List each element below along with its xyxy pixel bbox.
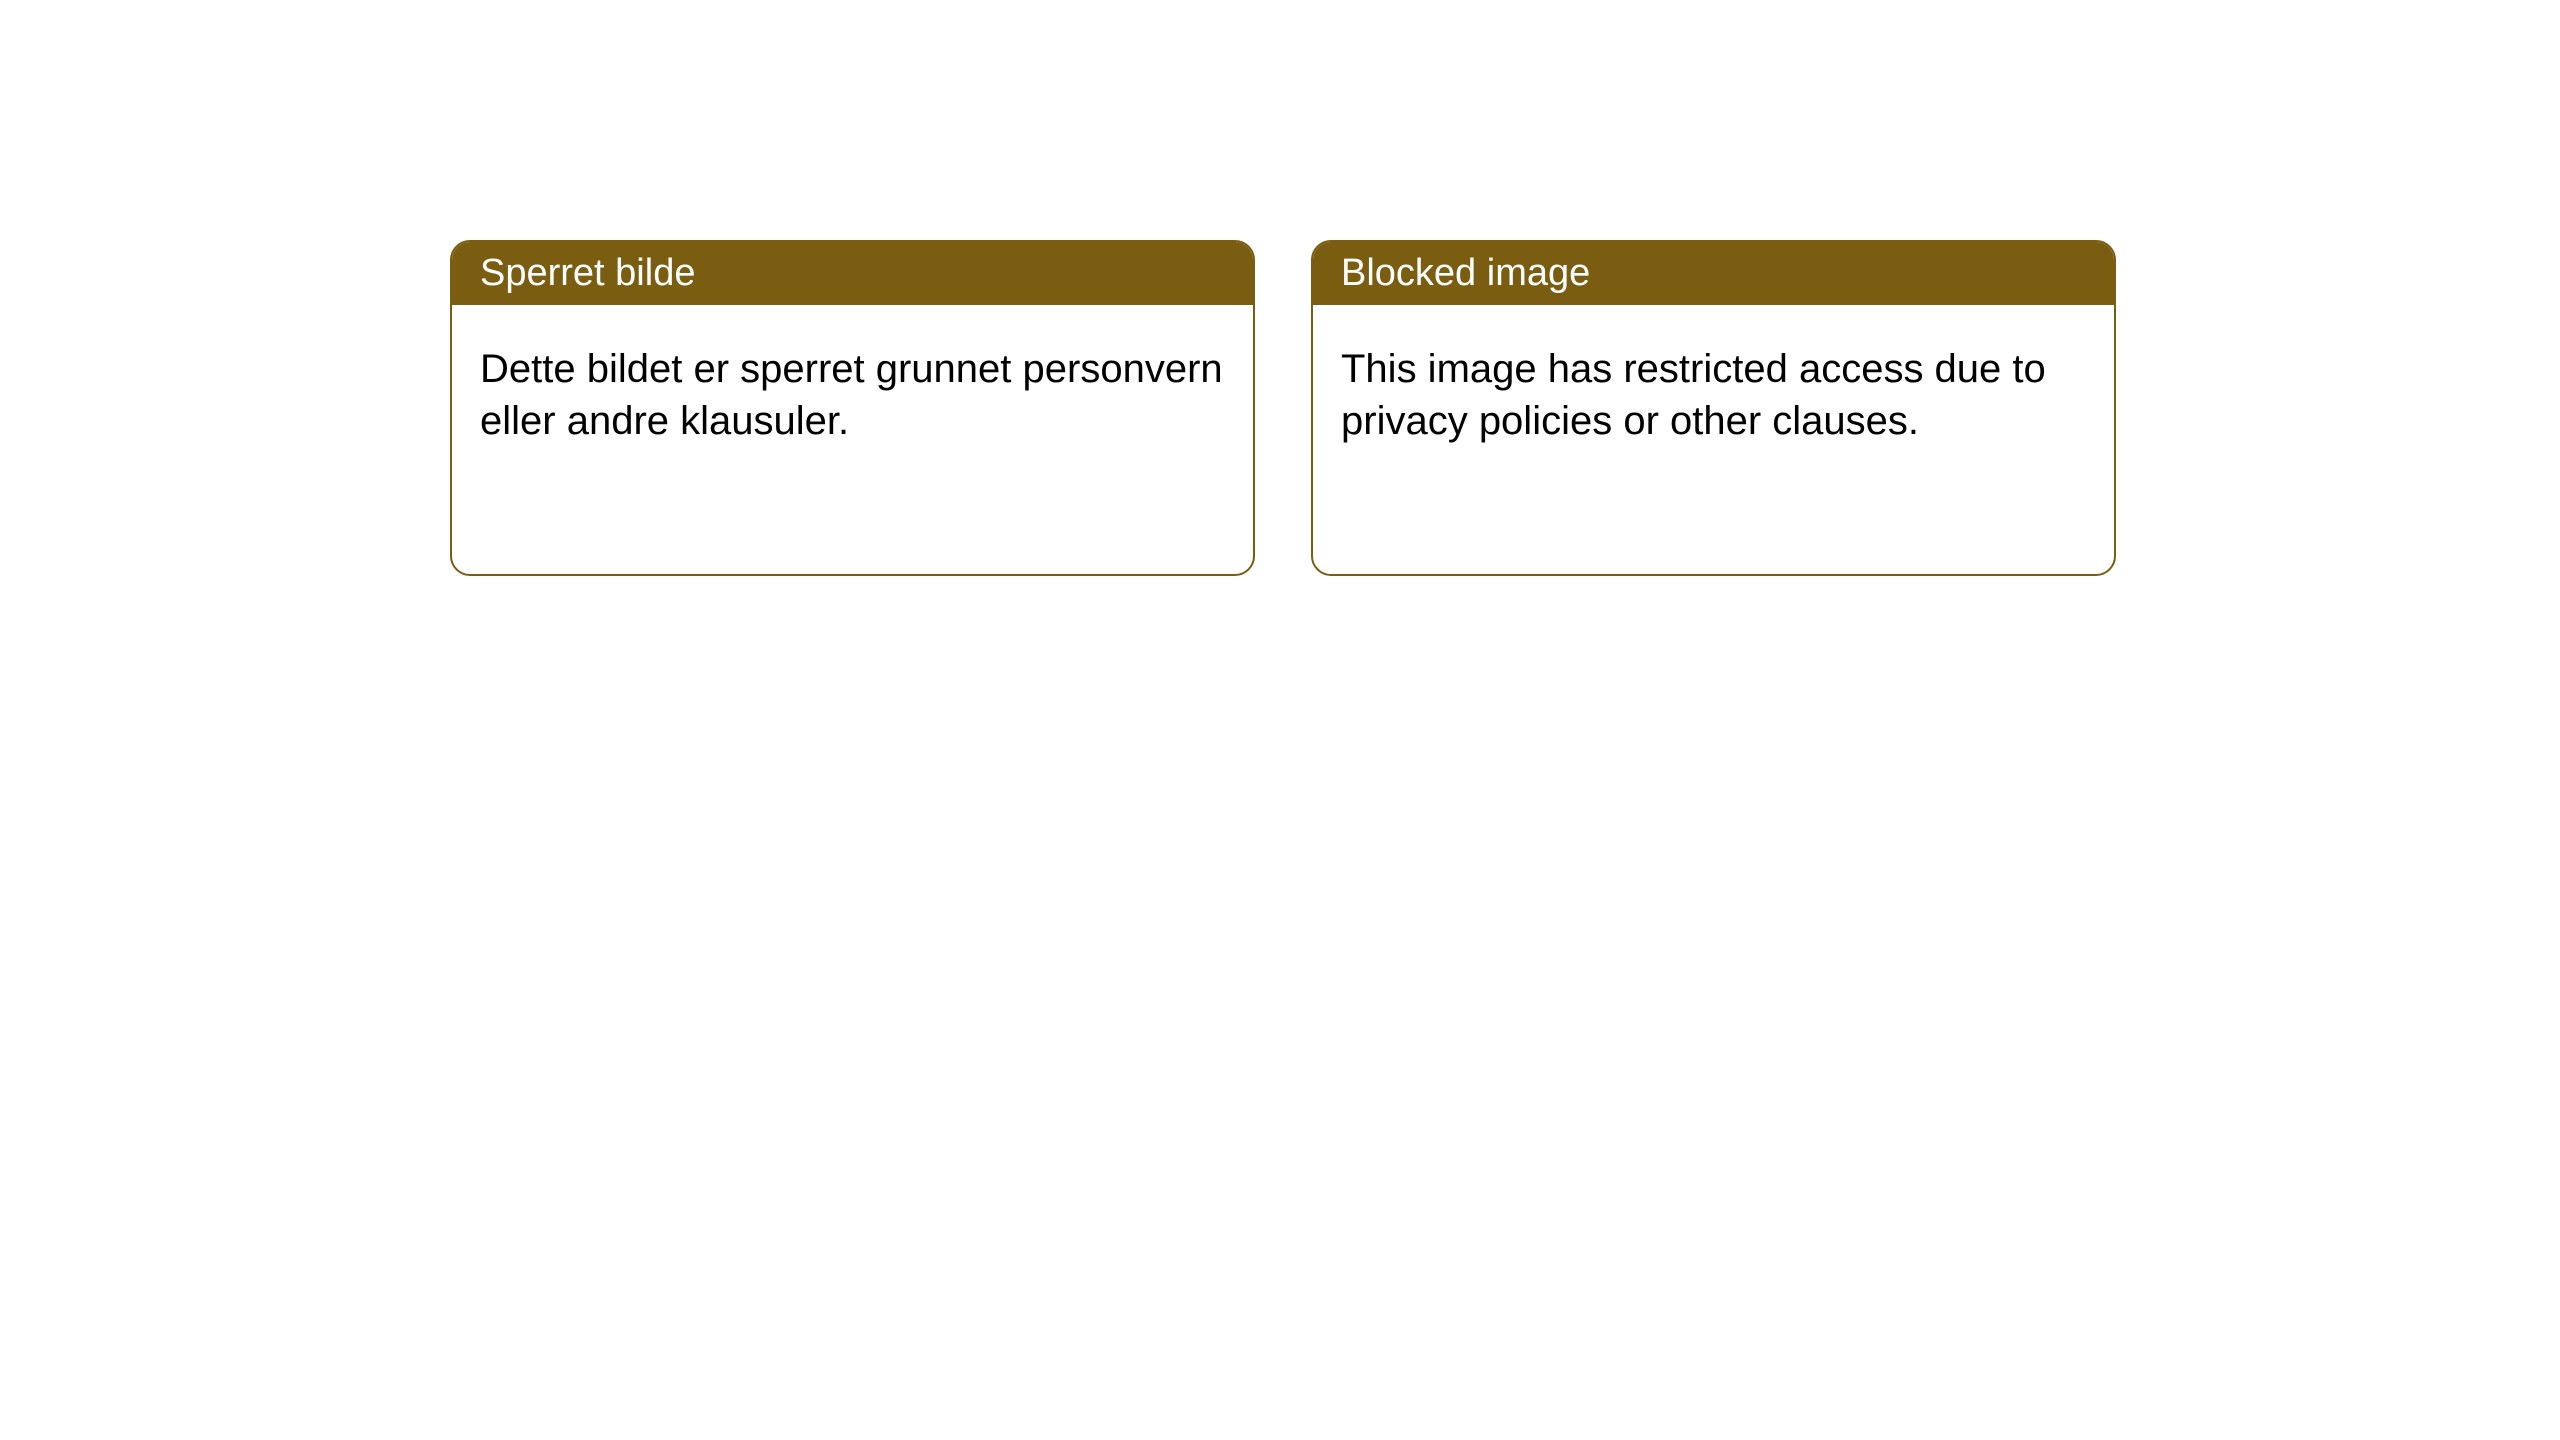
notice-body: This image has restricted access due to …: [1313, 305, 2114, 485]
notice-header: Blocked image: [1313, 242, 2114, 305]
notice-card-norwegian: Sperret bilde Dette bildet er sperret gr…: [450, 240, 1255, 576]
notice-header: Sperret bilde: [452, 242, 1253, 305]
notice-body: Dette bildet er sperret grunnet personve…: [452, 305, 1253, 485]
notices-container: Sperret bilde Dette bildet er sperret gr…: [0, 0, 2560, 576]
notice-card-english: Blocked image This image has restricted …: [1311, 240, 2116, 576]
